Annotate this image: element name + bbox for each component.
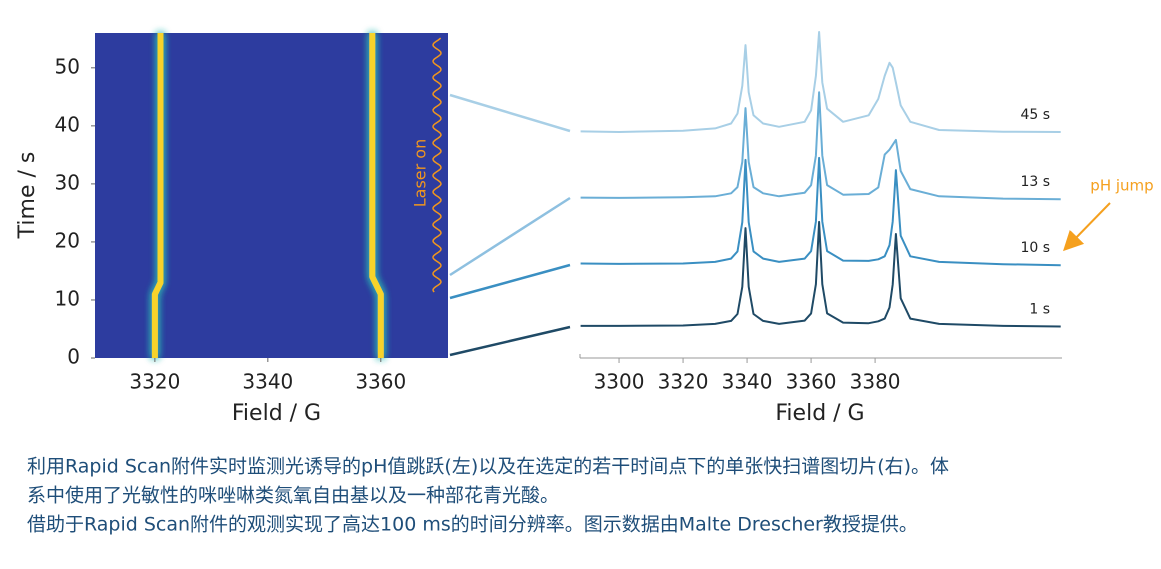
resonance-trace — [369, 33, 384, 358]
x-tick-label: 3360 — [355, 370, 406, 394]
series-label: 1 s — [1029, 302, 1050, 318]
annotation-arrow — [1063, 202, 1111, 252]
spectrum-line — [580, 220, 1061, 328]
x-tick-label: 3340 — [242, 370, 293, 394]
connector — [449, 196, 571, 277]
x-axis-label: Field / G — [232, 401, 321, 426]
series-label: 13 s — [1020, 174, 1050, 190]
y-tick-label: 10 — [55, 286, 80, 310]
y-tick-label: 0 — [67, 345, 80, 369]
caption-line: 利用Rapid Scan附件实时监测光诱导的pH值跳跃(左)以及在选定的若干时间… — [27, 456, 949, 478]
x-tick-label: 3320 — [129, 370, 180, 394]
annotation: Laser on — [411, 139, 430, 208]
heatmap-chart: 0 10 20 30 40 50 3320 3340 3360 Field / G Time / s… — [15, 33, 448, 426]
y-tick-label: 30 — [55, 170, 80, 194]
x-tick-label: 3320 — [658, 370, 709, 394]
series-label: 10 s — [1020, 240, 1050, 256]
connectors — [449, 93, 571, 357]
y-tick-label: 20 — [55, 228, 80, 252]
x-tick-label: 3340 — [722, 370, 773, 394]
y-tick-label: 50 — [55, 54, 80, 78]
resonance-trace — [151, 33, 164, 358]
spectrum-line — [580, 91, 1061, 201]
spectrum-line — [580, 31, 1061, 133]
y-tick-label: 40 — [55, 112, 80, 136]
connector — [449, 93, 571, 133]
connector — [449, 325, 571, 357]
x-tick-label: 3380 — [850, 370, 901, 394]
caption-line: 借助于Rapid Scan附件的观测实现了高达100 ms的时间分辨率。图示数据… — [27, 514, 918, 536]
x-axis-label: Field / G — [775, 401, 864, 426]
annotation: pH jump — [1090, 177, 1153, 195]
caption-line: 系中使用了光敏性的咪唑啉类氮氧自由基以及一种部花青光酸。 — [27, 485, 559, 507]
y-axis-label: Time / s — [15, 152, 40, 240]
spectrum-line — [580, 156, 1061, 267]
x-tick-label: 3300 — [594, 370, 645, 394]
x-tick-label: 3360 — [786, 370, 837, 394]
heatmap-background — [95, 33, 448, 358]
laser-wave — [432, 37, 442, 293]
series-label: 45 s — [1020, 107, 1050, 123]
connector — [449, 263, 571, 300]
spectra-chart: 3300 3320 3340 3360 3380 1 s 10 s 13 s 45 s Field… — [579, 31, 1154, 426]
